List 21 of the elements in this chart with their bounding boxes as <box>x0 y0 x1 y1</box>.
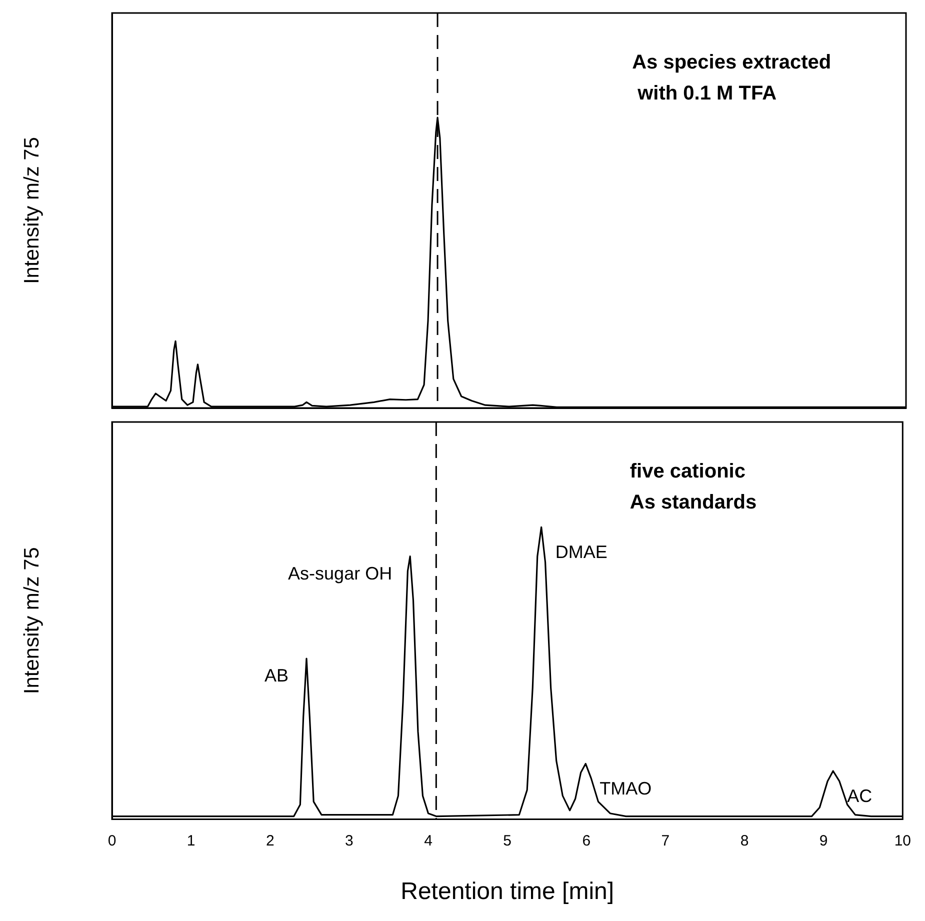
annotation: As-sugar OH <box>288 563 392 584</box>
annotation: TMAO <box>600 778 652 799</box>
y-axis-title: Intensity m/z 75 <box>20 136 44 284</box>
x-tick-label: 9 <box>819 832 828 850</box>
x-tick-label: 10 <box>894 832 911 850</box>
y-axis-title: Intensity m/z 75 <box>20 547 44 694</box>
annotation: DMAE <box>555 542 608 562</box>
x-tick-label: 7 <box>661 832 670 850</box>
x-tick-label: 0 <box>108 832 116 850</box>
text: five cationic As standards <box>630 460 757 514</box>
x-tick-label: 3 <box>345 832 354 850</box>
x-tick-label: 5 <box>503 832 512 850</box>
x-tick-label: 8 <box>740 832 749 850</box>
annotation: AC <box>847 786 872 806</box>
x-tick-label: 6 <box>582 832 591 850</box>
x-tick-label: 4 <box>424 832 432 850</box>
x-axis-title: Retention time [min] <box>400 878 614 906</box>
text: As species extracted with 0.1 M TFA <box>632 52 832 105</box>
annotation: AB <box>264 666 288 686</box>
x-tick-label: 1 <box>186 832 196 850</box>
x-tick-label: 2 <box>266 832 274 850</box>
